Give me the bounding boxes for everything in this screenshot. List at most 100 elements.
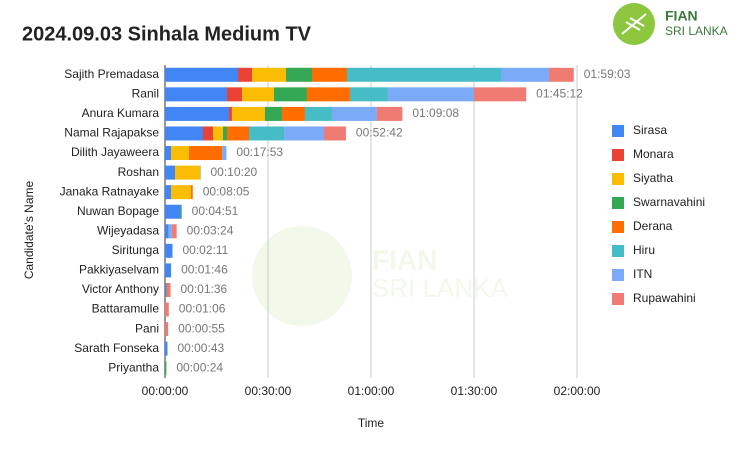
bar-segment [284,126,325,141]
legend-label: Swarnavahini [633,195,705,209]
bar-segment [324,126,346,141]
bar-segment [227,126,250,141]
bar-segment [167,282,171,297]
total-label: 00:04:51 [192,204,239,218]
total-label: 00:00:24 [176,360,223,374]
legend-swatch [612,197,624,209]
legend-swatch [612,173,624,185]
total-label: 01:59:03 [584,67,631,81]
total-label: 00:02:11 [182,243,228,257]
logo-text: FIAN [665,8,698,24]
bar-segment [286,67,313,82]
legend-swatch [612,269,624,281]
y-tick-label: Namal Rajapakse [64,126,159,140]
legend-label: Siyatha [633,171,673,185]
total-label: 00:10:20 [210,165,257,179]
total-label: 00:00:55 [178,321,225,335]
watermark-text: FIAN [372,244,437,275]
total-label: 00:08:05 [203,184,250,198]
bar-segment [241,87,274,102]
legend-swatch [612,293,624,305]
x-tick-label: 01:00:00 [348,384,395,398]
bar-segment [252,67,287,82]
total-label: 00:00:43 [177,341,224,355]
bar-segment [165,302,169,317]
bar-segment [376,106,403,121]
bar-segment [331,106,377,121]
bar-segment [171,146,190,161]
legend-swatch [612,221,624,233]
bar-segment [165,126,203,141]
bar-segment [387,87,474,102]
bar-segment [171,224,177,239]
watermark-circle [252,226,352,326]
bar-segment [165,204,181,219]
y-axis-title: Candidate's Name [22,181,36,280]
bar-segment [226,87,242,102]
y-tick-label: Siritunga [112,243,160,257]
bar-segment [165,87,227,102]
total-label: 00:52:42 [356,126,403,140]
y-tick-label: Sarath Fonseka [74,341,159,355]
bar-segment [231,106,265,121]
y-tick-label: Janaka Ratnayake [60,184,160,198]
y-tick-label: Anura Kumara [82,106,160,120]
x-tick-label: 00:00:00 [142,384,189,398]
bar-segment [165,146,172,161]
bar-segment [238,67,253,82]
bar-segment [165,165,176,180]
total-label: 01:09:08 [412,106,459,120]
bar-segment [306,87,350,102]
bar-segment [165,185,172,200]
bar-segment [165,224,169,239]
legend-swatch [612,149,624,161]
bar-segment [189,146,223,161]
bar-segment [281,106,305,121]
bar-segment [202,126,214,141]
bar-segment [501,67,550,82]
y-tick-label: Roshan [118,165,159,179]
bar-segment [213,126,224,141]
x-axis-title: Time [358,416,385,430]
logo-text: SRI LANKA [665,24,728,38]
bar-segment [304,106,332,121]
bar-segment [165,341,168,356]
bar-segment [165,106,229,121]
bar-segment [249,126,285,141]
x-tick-label: 00:30:00 [245,384,292,398]
x-tick-label: 02:00:00 [554,384,601,398]
legend-label: Sirasa [633,123,667,137]
total-label: 00:01:06 [179,302,226,316]
legend-swatch [612,245,624,257]
bar-segment [165,322,169,337]
bar-segment [168,224,172,239]
total-label: 00:17:53 [236,145,283,159]
bar-segment [171,185,192,200]
legend-label: Monara [633,147,674,161]
legend-swatch [612,125,624,137]
bar-segment [549,67,574,82]
total-label: 00:01:46 [181,263,228,277]
legend-label: Hiru [633,243,655,257]
total-label: 00:03:24 [187,223,234,237]
y-tick-label: Wijeyadasa [97,223,159,237]
y-tick-label: Priyantha [108,360,159,374]
y-tick-label: Sajith Premadasa [64,67,159,81]
bar-segment [273,87,307,102]
bar-segment [312,67,348,82]
y-tick-label: Pani [135,321,159,335]
bar-segment [473,87,527,102]
y-tick-label: Pakkiyaselvam [79,263,159,277]
legend-label: ITN [633,267,652,281]
bar-segment [165,361,167,376]
legend-label: Rupawahini [633,291,696,305]
logo-icon [621,13,647,35]
chart-title: 2024.09.03 Sinhala Medium TV [22,23,312,45]
bar-segment [175,165,201,180]
legend-label: Derana [633,219,673,233]
logo: FIAN SRI LANKA [613,3,728,45]
bar-segment [165,67,239,82]
bar-segment [349,87,388,102]
bar-segment [228,106,232,121]
